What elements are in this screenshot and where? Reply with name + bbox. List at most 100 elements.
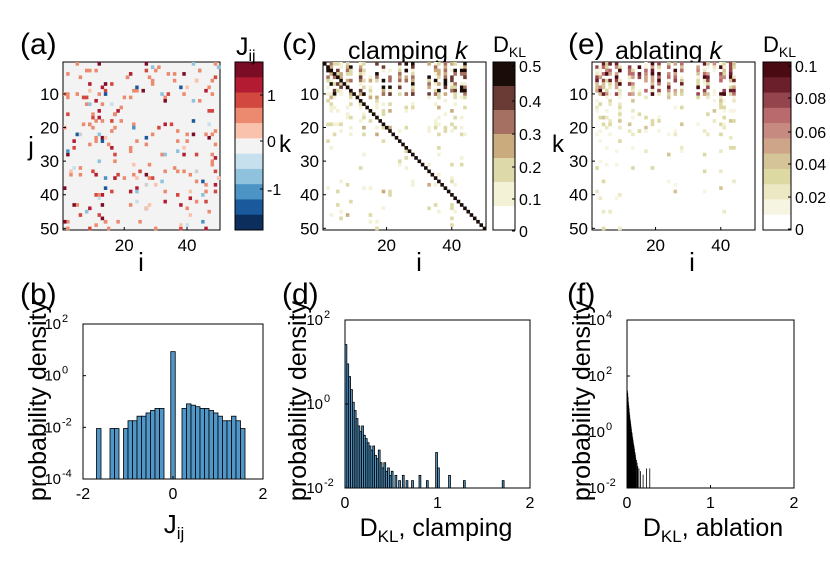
heatmap-cell — [666, 75, 671, 80]
heatmap-cell — [618, 125, 622, 130]
heatmap-cell — [437, 92, 441, 96]
heatmap-cell — [326, 186, 330, 190]
heatmap-cell — [637, 92, 642, 96]
heatmap-cell — [407, 149, 412, 154]
heatmap-cell — [329, 62, 334, 66]
heatmap-cell — [404, 156, 409, 160]
heatmap-cell — [433, 78, 438, 83]
heatmap-cell — [450, 122, 454, 127]
heatmap-cell — [147, 162, 152, 167]
heatmap-cell — [702, 82, 707, 86]
heatmap-cell — [712, 98, 717, 103]
heatmap-cell — [614, 196, 619, 201]
y-tick-label: 20 — [300, 119, 319, 138]
colorbar-label-a: Jij — [236, 33, 256, 65]
heatmap-cell — [362, 102, 366, 106]
heatmap-cell — [169, 122, 174, 127]
heatmap-cell — [437, 72, 441, 76]
heatmap-cell — [375, 78, 379, 83]
heatmap-cell — [176, 129, 180, 133]
heatmap-cell — [63, 219, 67, 224]
colorbar-frame — [234, 61, 264, 231]
heatmap-cell — [680, 75, 684, 80]
heatmap-cell — [601, 85, 606, 90]
heatmap-cell — [732, 146, 736, 150]
heatmap-cell — [329, 72, 334, 76]
heatmap-cell — [84, 68, 89, 73]
heatmap-cell — [210, 152, 215, 157]
colorbar-tick-label: 1 — [267, 88, 276, 105]
heatmap-cell — [605, 125, 609, 130]
heatmap-cell — [349, 72, 353, 76]
heatmap-cell — [404, 68, 409, 73]
heatmap-cell — [349, 125, 353, 130]
heatmap-cell — [466, 209, 470, 214]
heatmap-cell — [453, 92, 457, 96]
heatmap-cell — [132, 172, 136, 177]
heatmap-cell — [618, 95, 622, 100]
colorbar-tick-label: 0.06 — [795, 125, 826, 142]
heatmap-cell — [637, 72, 642, 76]
heatmap-cell — [339, 78, 343, 83]
heatmap-cell — [88, 82, 92, 86]
x-axis-label-d: DKL, clamping — [360, 514, 513, 546]
y-tick-exponent: 0 — [324, 393, 330, 405]
heatmap-cell — [381, 125, 386, 130]
heatmap-cell — [437, 179, 441, 184]
heatmap-cell — [81, 122, 86, 127]
heatmap-cell — [128, 189, 133, 194]
heatmap-cell — [706, 78, 710, 83]
heatmap-cell — [598, 102, 603, 106]
heatmap-cell — [97, 92, 101, 96]
heatmap-cell — [657, 62, 661, 66]
heatmap-cell — [631, 68, 635, 73]
histogram-f-bars — [627, 390, 651, 488]
heatmap-cell — [443, 112, 448, 117]
heatmap-cell — [339, 82, 343, 86]
heatmap-cell — [368, 186, 373, 190]
heatmap-cell — [397, 85, 402, 90]
heatmap-cell — [381, 102, 386, 106]
heatmap-cell — [712, 119, 717, 123]
heatmap-cell — [719, 169, 723, 174]
heatmap-cell — [437, 62, 441, 66]
colorbar-swatch — [493, 62, 515, 87]
heatmap-cell — [332, 88, 337, 93]
heatmap-cell — [443, 98, 448, 103]
heatmap-cell — [128, 149, 133, 154]
heatmap-cell — [608, 92, 612, 96]
x-tick-label: 0 — [169, 486, 178, 503]
heatmap-cell — [598, 75, 603, 80]
heatmap-cell — [349, 65, 353, 70]
heatmap-cell — [375, 132, 379, 137]
clamping-heatmap-cells — [323, 62, 487, 231]
heatmap-cell — [732, 82, 736, 86]
heatmap-cell — [94, 119, 98, 123]
heatmap-cell — [210, 132, 215, 137]
heatmap-cell — [375, 95, 379, 100]
colorbar-swatch — [493, 86, 515, 111]
heatmap-cell — [627, 92, 632, 96]
heatmap-cell — [614, 62, 619, 66]
heatmap-cell — [627, 129, 632, 133]
heatmap-cell — [213, 182, 218, 187]
heatmap-cell — [608, 132, 612, 137]
heatmap-cell — [362, 78, 366, 83]
heatmap-cell — [362, 85, 366, 90]
heatmap-cell — [450, 68, 454, 73]
heatmap-cell — [132, 122, 136, 127]
heatmap-cell — [469, 213, 474, 217]
x-tick-label: 40 — [178, 236, 197, 255]
histogram-bar — [462, 480, 466, 489]
heatmap-cell — [213, 75, 218, 80]
heatmap-cell — [450, 82, 454, 86]
heatmap-cell — [201, 219, 205, 224]
y-tick-label: 10 — [300, 85, 319, 104]
histogram-bar — [636, 462, 638, 488]
heatmap-cell — [732, 179, 736, 184]
heatmap-cell — [100, 193, 105, 197]
heatmap-cell — [72, 203, 76, 207]
heatmap-cell — [719, 149, 723, 154]
